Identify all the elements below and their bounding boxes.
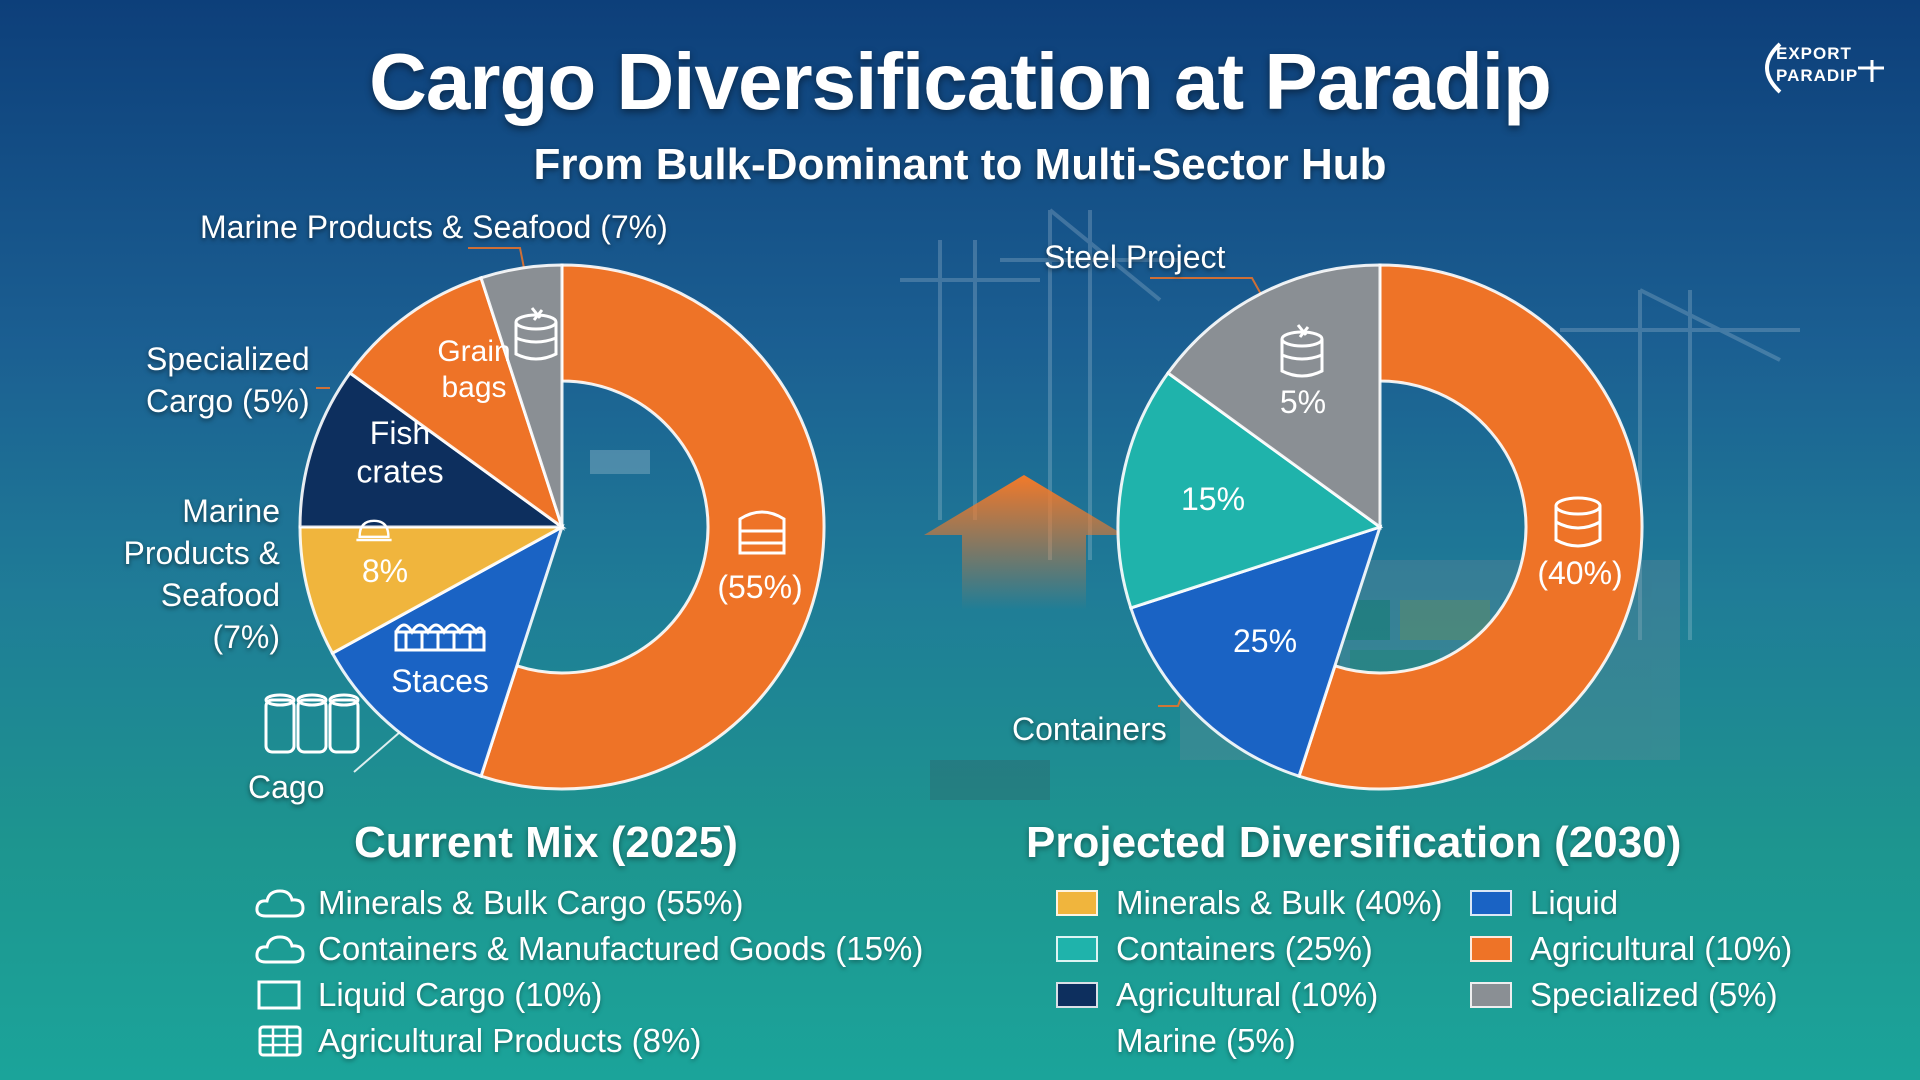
slice-8-label: 8% — [362, 553, 408, 589]
legend-label: Liquid — [1530, 884, 1619, 921]
legend-containers-manufactured: Containers & Manufactured Goods (15%) — [254, 930, 923, 968]
legend-label: Agricultural (10%) — [1116, 976, 1379, 1013]
page-title: Cargo Diversification at Paradip — [369, 37, 1552, 126]
legend-agricultural-orange: Agricultural (10%) — [1470, 930, 1792, 968]
drums-icon — [264, 693, 360, 754]
callout-containers: Containers — [1012, 711, 1167, 747]
projected-title: Projected Diversification (2030) — [1026, 818, 1682, 867]
legend-label: Containers (25%) — [1116, 930, 1373, 967]
legend-label: Minerals & Bulk Cargo (55%) — [318, 884, 744, 921]
slice-15-label: 15% — [1181, 481, 1245, 517]
logo-line-1: EXPORT — [1776, 44, 1852, 63]
callout-marine-seafood-left: Marine Products & Seafood (7%) — [123, 493, 280, 655]
legend-label: Agricultural (10%) — [1530, 930, 1793, 967]
legend-swatch — [1056, 936, 1098, 962]
legend-label: Liquid Cargo (10%) — [318, 976, 603, 1013]
callout-specialized-cargo: Specialized Cargo (5%) — [146, 341, 310, 419]
drum-icon — [514, 307, 558, 361]
legend-liquid: Liquid — [1470, 884, 1618, 922]
legend-swatch — [1056, 982, 1098, 1008]
legend-label: Agricultural Products (8%) — [318, 1022, 702, 1059]
current-mix-title: Current Mix (2025) — [354, 818, 738, 867]
slice-5-label: 5% — [1280, 384, 1326, 420]
legend-swatch — [1470, 982, 1512, 1008]
slice-40-label: (40%) — [1537, 555, 1622, 591]
slice-unlabeled-5 — [479, 263, 564, 528]
mound-icon — [356, 519, 392, 542]
callout-cago: Cago — [248, 769, 325, 805]
legend-swatch — [1470, 936, 1512, 962]
cloud-icon — [255, 889, 305, 918]
legend-swatch — [1056, 890, 1098, 916]
database-icon — [1554, 496, 1602, 548]
warehouse-icon — [394, 623, 486, 652]
box-icon — [257, 980, 301, 1010]
legend-label: Specialized (5%) — [1530, 976, 1778, 1013]
grid-icon — [258, 1025, 302, 1057]
transition-arrow-icon — [924, 475, 1124, 610]
legend-specialized: Specialized (5%) — [1470, 976, 1778, 1014]
slice-5 — [1165, 263, 1382, 530]
legend-label: Marine (5%) — [1116, 1022, 1296, 1059]
slice-40 — [1297, 263, 1644, 791]
slice-stacks-label: Staces — [391, 663, 489, 699]
drum-icon — [1280, 324, 1324, 378]
slice-15 — [1116, 370, 1384, 610]
callout-steel-project: Steel Project — [1044, 239, 1226, 275]
slice-55-label: (55%) — [717, 569, 802, 605]
legend-agricultural-dark: Agricultural (10%) — [1056, 976, 1378, 1014]
slice-grain-bags-label: Grain bags — [437, 335, 510, 404]
callout-marine-seafood-top: Marine Products & Seafood (7%) — [200, 209, 668, 245]
layers-icon — [738, 510, 786, 555]
legend-agricultural-products: Agricultural Products (8%) — [254, 1022, 701, 1060]
legend-liquid-cargo: Liquid Cargo (10%) — [254, 976, 602, 1014]
page-subtitle: From Bulk-Dominant to Multi-Sector Hub — [533, 140, 1387, 189]
legend-label: Containers & Manufactured Goods (15%) — [318, 930, 924, 967]
cloud-icon — [255, 935, 305, 964]
slice-fish-crates-label: Fish crates — [356, 415, 443, 489]
export-paradip-logo — [1765, 42, 1884, 94]
slice-grain-bags — [347, 275, 565, 531]
slice-stacks — [330, 523, 565, 779]
slice-25-label: 25% — [1233, 623, 1297, 659]
slice-fish-crates — [298, 370, 567, 529]
legend-minerals-bulk-cargo: Minerals & Bulk Cargo (55%) — [254, 884, 744, 922]
slice-55 — [479, 263, 826, 791]
legend-minerals-bulk: Minerals & Bulk (40%) — [1056, 884, 1442, 922]
legend-marine: Marine (5%) — [1116, 1022, 1296, 1060]
slice-8 — [298, 525, 563, 656]
logo-line-2: PARADIP — [1776, 66, 1859, 85]
legend-swatch — [1470, 890, 1512, 916]
legend-containers: Containers (25%) — [1056, 930, 1373, 968]
legend-label: Minerals & Bulk (40%) — [1116, 884, 1443, 921]
